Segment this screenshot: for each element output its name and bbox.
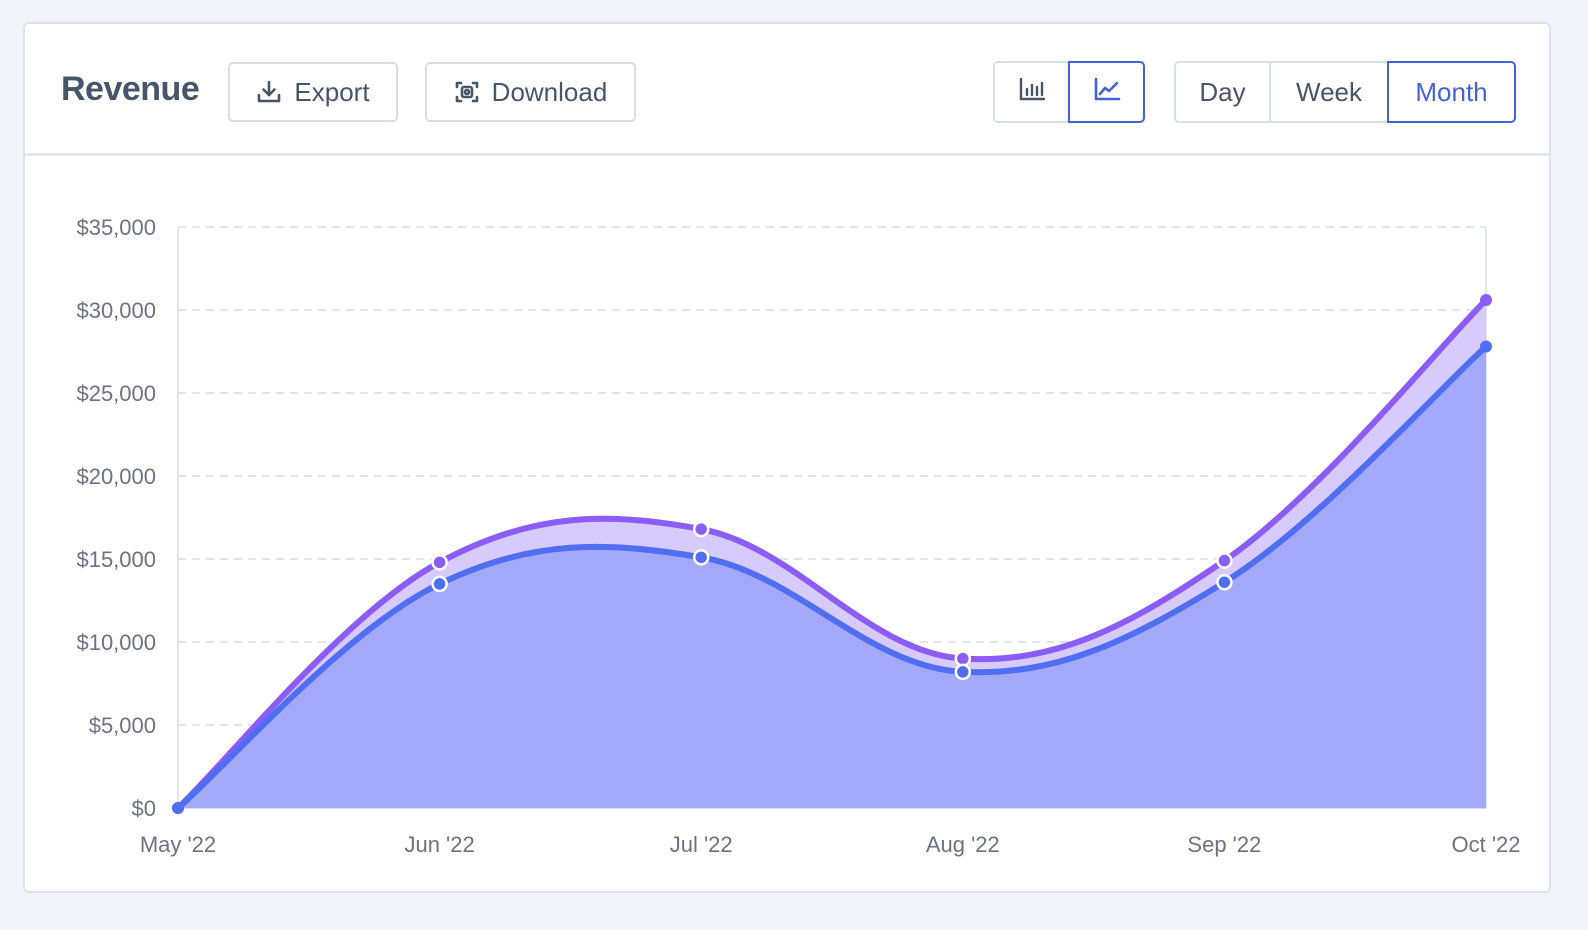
x-tick-label: Jul '22	[670, 832, 733, 857]
download-tray-icon	[256, 79, 282, 105]
range-day-button[interactable]: Day	[1174, 61, 1271, 123]
series-1-point	[1480, 340, 1492, 353]
bar-chart-toggle[interactable]	[993, 61, 1070, 123]
series-0-point	[431, 554, 448, 571]
x-tick-label: Jun '22	[404, 832, 474, 857]
series-1-area	[178, 346, 1486, 808]
y-tick-label: $0	[132, 796, 156, 821]
series-1-point	[172, 802, 184, 814]
y-tick-label: $5,000	[89, 713, 156, 738]
range-month-button[interactable]: Month	[1387, 61, 1516, 123]
y-tick-label: $10,000	[76, 630, 156, 655]
x-tick-label: Sep '22	[1187, 832, 1261, 857]
x-tick-label: Oct '22	[1451, 832, 1520, 857]
y-tick-label: $35,000	[76, 215, 156, 240]
range-month-label: Month	[1415, 76, 1488, 107]
series-0-point	[1216, 552, 1233, 569]
y-tick-label: $30,000	[76, 298, 156, 323]
export-label: Export	[294, 76, 370, 107]
y-tick-label: $15,000	[76, 547, 156, 572]
series-1-point	[954, 663, 972, 681]
x-tick-label: May '22	[140, 832, 216, 857]
series-1-point	[1216, 573, 1233, 591]
series-0-point	[692, 520, 710, 538]
line-chart-icon	[1093, 76, 1121, 109]
series-1-point	[692, 549, 710, 566]
range-day-label: Day	[1199, 76, 1246, 107]
y-tick-label: $25,000	[76, 381, 156, 406]
series-0-line	[175, 297, 1489, 811]
series-0-point	[1480, 294, 1492, 307]
card-header: Revenue Export	[25, 24, 1549, 156]
export-button[interactable]: Export	[228, 62, 398, 122]
range-week-label: Week	[1296, 76, 1362, 107]
series-0-point	[954, 650, 972, 667]
series-1-line	[175, 343, 1489, 811]
download-label: Download	[491, 76, 608, 107]
bar-chart-icon	[1018, 76, 1046, 109]
series-1-point	[431, 575, 448, 593]
chart-type-toggle	[993, 61, 1145, 123]
page-title: Revenue	[61, 70, 200, 108]
line-chart-toggle[interactable]	[1068, 61, 1145, 123]
x-tick-label: Aug '22	[926, 832, 1000, 857]
range-week-button[interactable]: Week	[1269, 61, 1389, 123]
download-button[interactable]: Download	[425, 62, 636, 122]
camera-icon	[454, 79, 480, 105]
y-tick-label: $20,000	[76, 464, 156, 489]
range-toggle: Day Week Month	[1174, 61, 1516, 123]
